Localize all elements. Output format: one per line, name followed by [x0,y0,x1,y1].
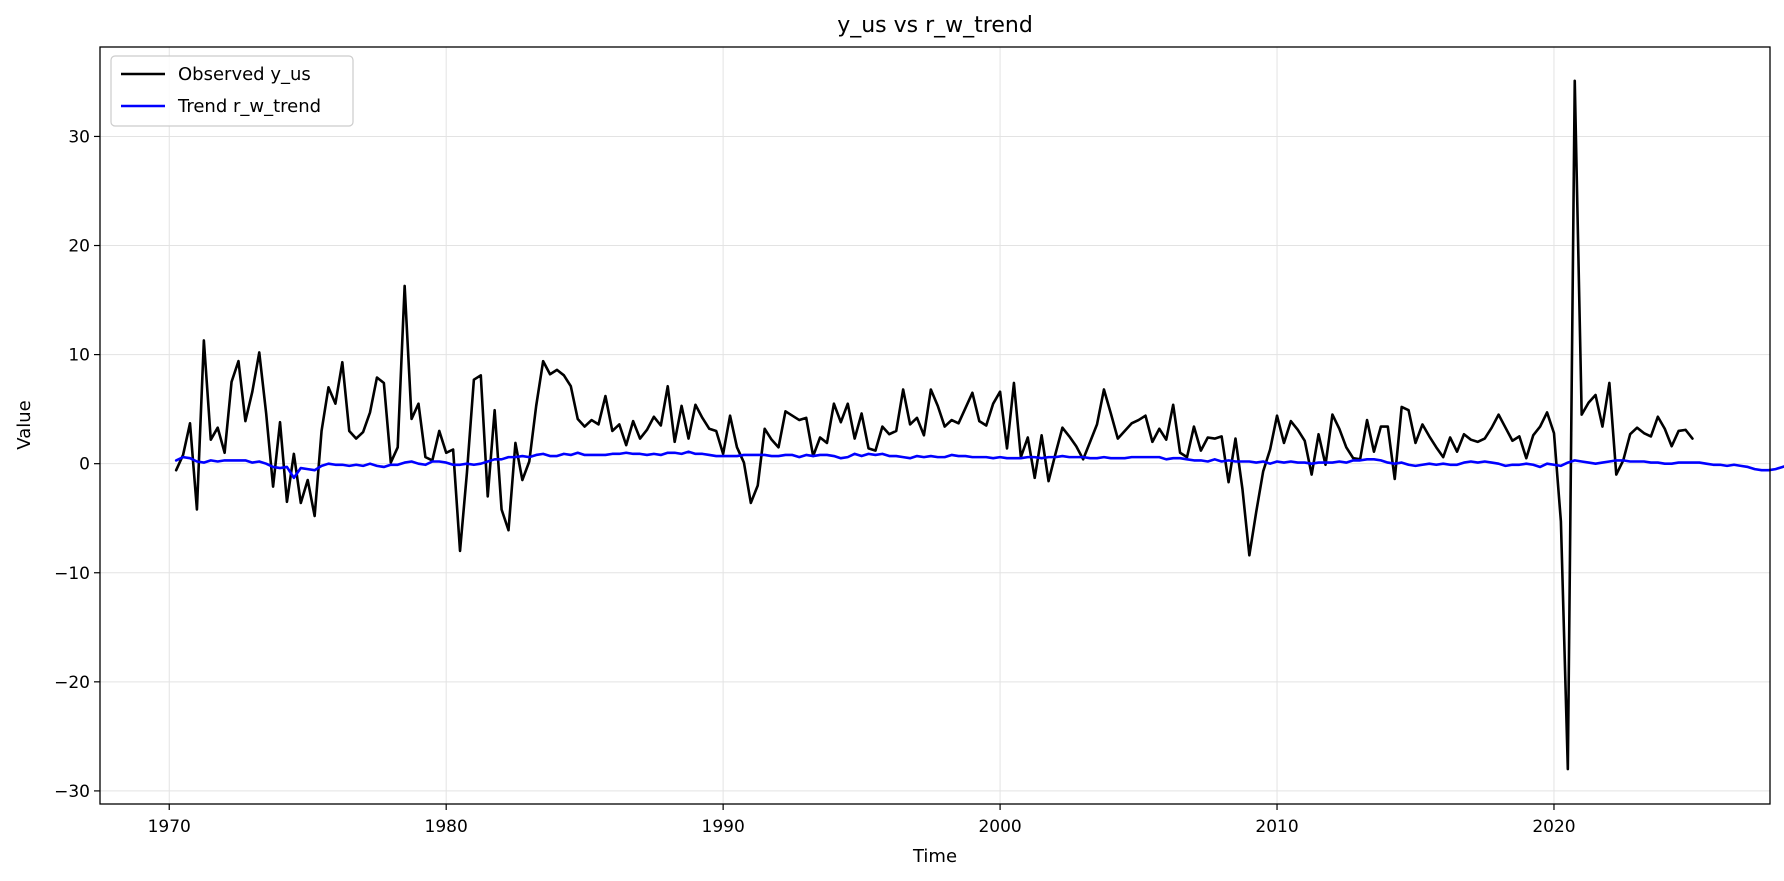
x-tick-label: 2010 [1255,817,1298,837]
series-layer [174,79,1784,771]
y-tick-label: 30 [68,127,90,147]
y-axis: −30 −20 −10 0 10 20 30 [54,127,100,802]
x-tick-label: 1980 [425,817,468,837]
y-tick-label: −30 [54,782,90,802]
y-tick-label: −10 [54,564,90,584]
x-tick-label: 1970 [148,817,191,837]
y-axis-label: Value [14,400,35,449]
series-line-observed [174,79,1694,771]
legend-box [110,55,354,127]
x-axis-label: Time [912,846,957,867]
plot-frame [99,46,1771,805]
x-tick-label: 2020 [1532,817,1575,837]
chart-title: y_us vs r_w_trend [837,13,1033,38]
y-tick-label: 0 [79,455,90,475]
x-axis: 1970 1980 1990 2000 2010 2020 [148,804,1576,837]
y-tick-label: 20 [68,237,90,257]
series-line-trend [174,450,1784,480]
y-tick-label: −20 [54,673,90,693]
legend: Observed y_us Trend r_w_trend [110,55,354,127]
x-tick-label: 2000 [978,817,1021,837]
legend-label-observed: Observed y_us [178,64,311,85]
y-tick-label: 10 [68,346,90,366]
legend-label-trend: Trend r_w_trend [177,96,321,117]
x-tick-label: 1990 [702,817,745,837]
